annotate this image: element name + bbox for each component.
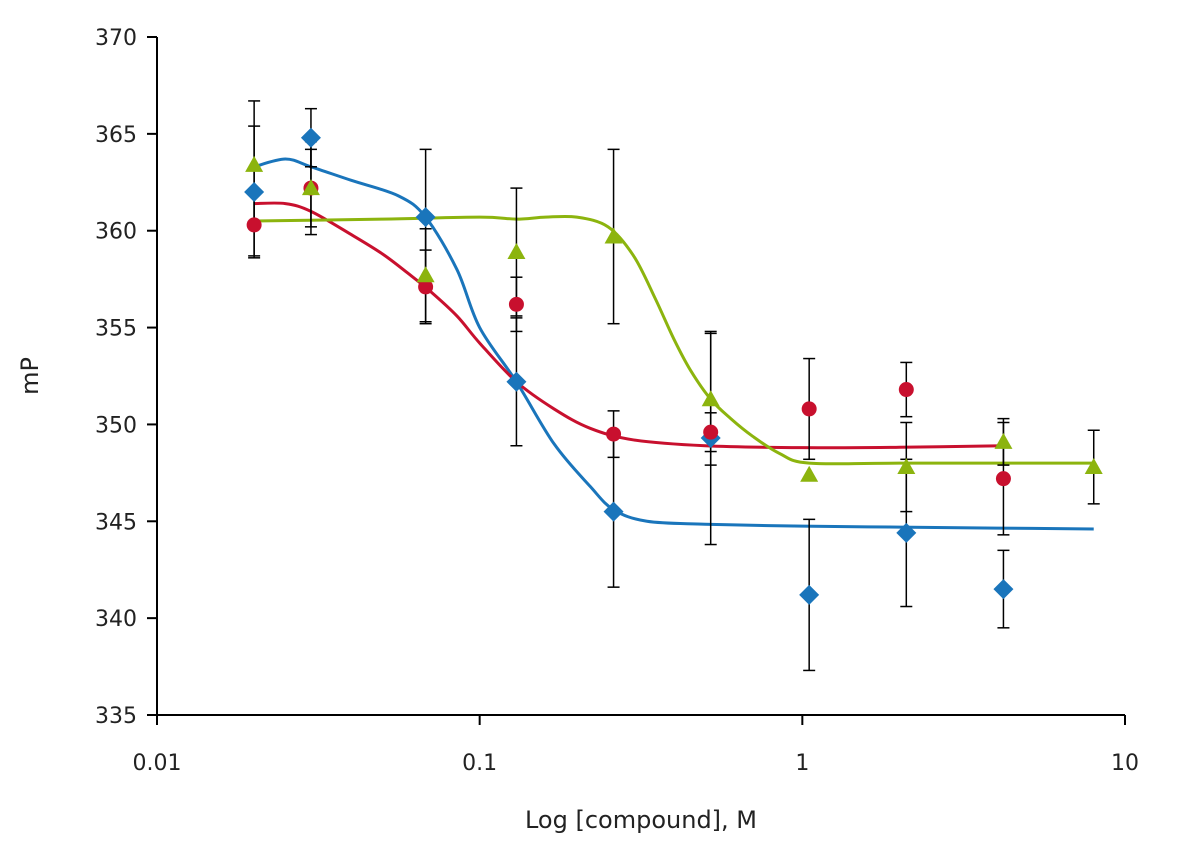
data-point-diamond xyxy=(799,584,820,605)
x-tick-label: 0.1 xyxy=(462,751,497,776)
y-tick-label: 335 xyxy=(95,704,137,729)
y-tick-label: 370 xyxy=(95,26,137,51)
tick-group: 335 340 345 350 355 360 365 370 0.01 0.1 1 10 xyxy=(95,26,1139,776)
data-point-diamond xyxy=(415,207,436,228)
y-tick-label: 360 xyxy=(95,220,137,245)
y-tick-label: 345 xyxy=(95,510,137,535)
data-markers xyxy=(244,127,1103,605)
data-point-triangle xyxy=(897,458,916,475)
data-point-circle xyxy=(418,279,434,295)
data-point-diamond xyxy=(993,579,1014,600)
data-point-triangle xyxy=(416,266,435,283)
y-axis-title: mP xyxy=(16,357,44,395)
data-point-circle xyxy=(898,382,914,398)
x-tick-label: 0.01 xyxy=(133,751,182,776)
data-point-circle xyxy=(606,426,622,442)
data-point-circle xyxy=(995,471,1011,487)
fit-curve-diamond xyxy=(253,157,1094,531)
data-point-circle xyxy=(703,424,719,440)
data-point-diamond xyxy=(506,371,527,392)
y-tick-label: 340 xyxy=(95,607,137,632)
data-point-circle xyxy=(246,217,262,233)
data-point-diamond xyxy=(300,127,321,148)
data-point-triangle xyxy=(701,390,720,407)
data-point-triangle xyxy=(245,155,264,172)
y-tick-label: 365 xyxy=(95,123,137,148)
data-point-triangle xyxy=(301,179,320,196)
x-tick-label: 1 xyxy=(795,751,809,776)
data-point-triangle xyxy=(604,227,623,244)
y-tick-label: 350 xyxy=(95,413,137,438)
data-point-triangle xyxy=(1084,458,1103,475)
axes xyxy=(156,37,1125,716)
x-axis-title: Log [compound], M xyxy=(525,806,757,834)
data-point-triangle xyxy=(994,432,1013,449)
data-point-circle xyxy=(801,401,817,417)
y-tick-label: 355 xyxy=(95,317,137,342)
fit-curve-triangle xyxy=(254,214,1094,466)
data-point-diamond xyxy=(244,181,265,202)
data-point-diamond xyxy=(603,501,624,522)
data-point-triangle xyxy=(507,243,526,260)
x-tick-label: 10 xyxy=(1111,751,1139,776)
fit-curve-circle xyxy=(254,201,1004,450)
data-point-diamond xyxy=(896,522,917,543)
data-point-circle xyxy=(508,296,524,312)
fit-curves xyxy=(253,157,1094,531)
data-point-triangle xyxy=(800,465,819,482)
